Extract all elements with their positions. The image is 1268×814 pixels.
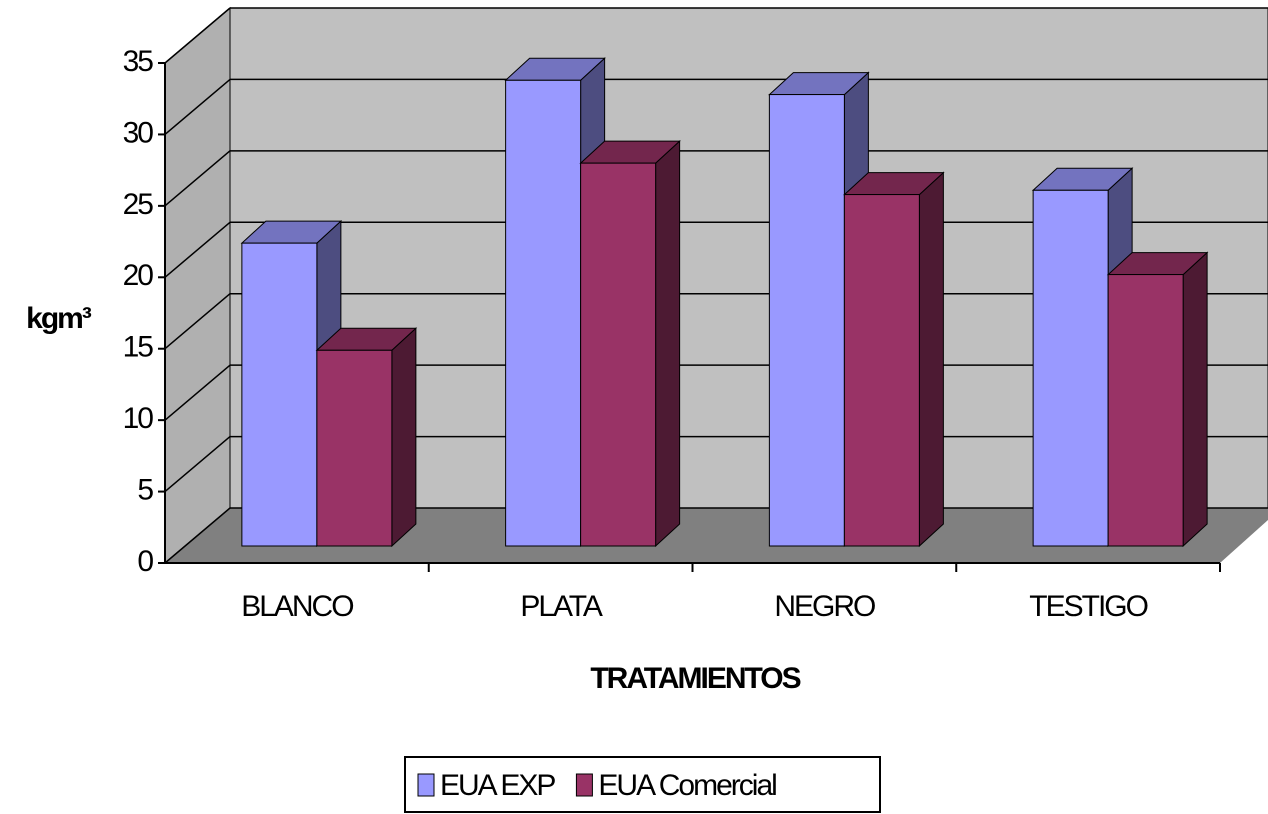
legend-label: EUA Comercial [598, 769, 776, 802]
bar [505, 79, 582, 547]
y-tick-label: 35 [123, 45, 154, 78]
bar-side [1182, 251, 1208, 548]
y-tick-label: 20 [123, 259, 154, 292]
bar [843, 194, 920, 547]
y-tick-label: 15 [123, 331, 154, 364]
grid-line [164, 435, 231, 493]
y-tick-label: 25 [123, 188, 154, 221]
side-wall [164, 6, 231, 565]
bar [241, 242, 318, 547]
grid-line [164, 507, 231, 564]
bar [768, 94, 845, 547]
x-tick-label: BLANCO [241, 590, 353, 623]
legend-swatch [575, 773, 593, 797]
legend-label: EUA EXP [440, 769, 555, 802]
bar-side [918, 171, 944, 548]
grid-line [164, 78, 231, 136]
bar [316, 349, 393, 547]
bar [1032, 189, 1109, 547]
bar-side [391, 327, 417, 548]
y-tick-label: 0 [137, 545, 153, 578]
grid-line [164, 221, 231, 278]
grid-line [164, 150, 231, 207]
x-tick-label: PLATA [520, 590, 603, 623]
bar-side [655, 140, 681, 548]
floor [165, 508, 1268, 563]
legend-swatch [417, 773, 435, 797]
x-axis-title: TRATAMIENTOS [590, 662, 800, 695]
grid-line [164, 364, 231, 421]
grid-line [164, 7, 231, 64]
bar [580, 162, 657, 547]
y-tick-label: 30 [123, 116, 154, 149]
x-tick-label: TESTIGO [1029, 590, 1147, 623]
y-tick-label: 10 [123, 402, 154, 435]
x-tick-label: NEGRO [774, 590, 875, 623]
bar [1107, 274, 1184, 547]
legend [404, 756, 881, 813]
y-axis-title: kgm³ [26, 302, 92, 335]
y-tick-label: 5 [137, 473, 153, 506]
grid-line [164, 293, 231, 350]
